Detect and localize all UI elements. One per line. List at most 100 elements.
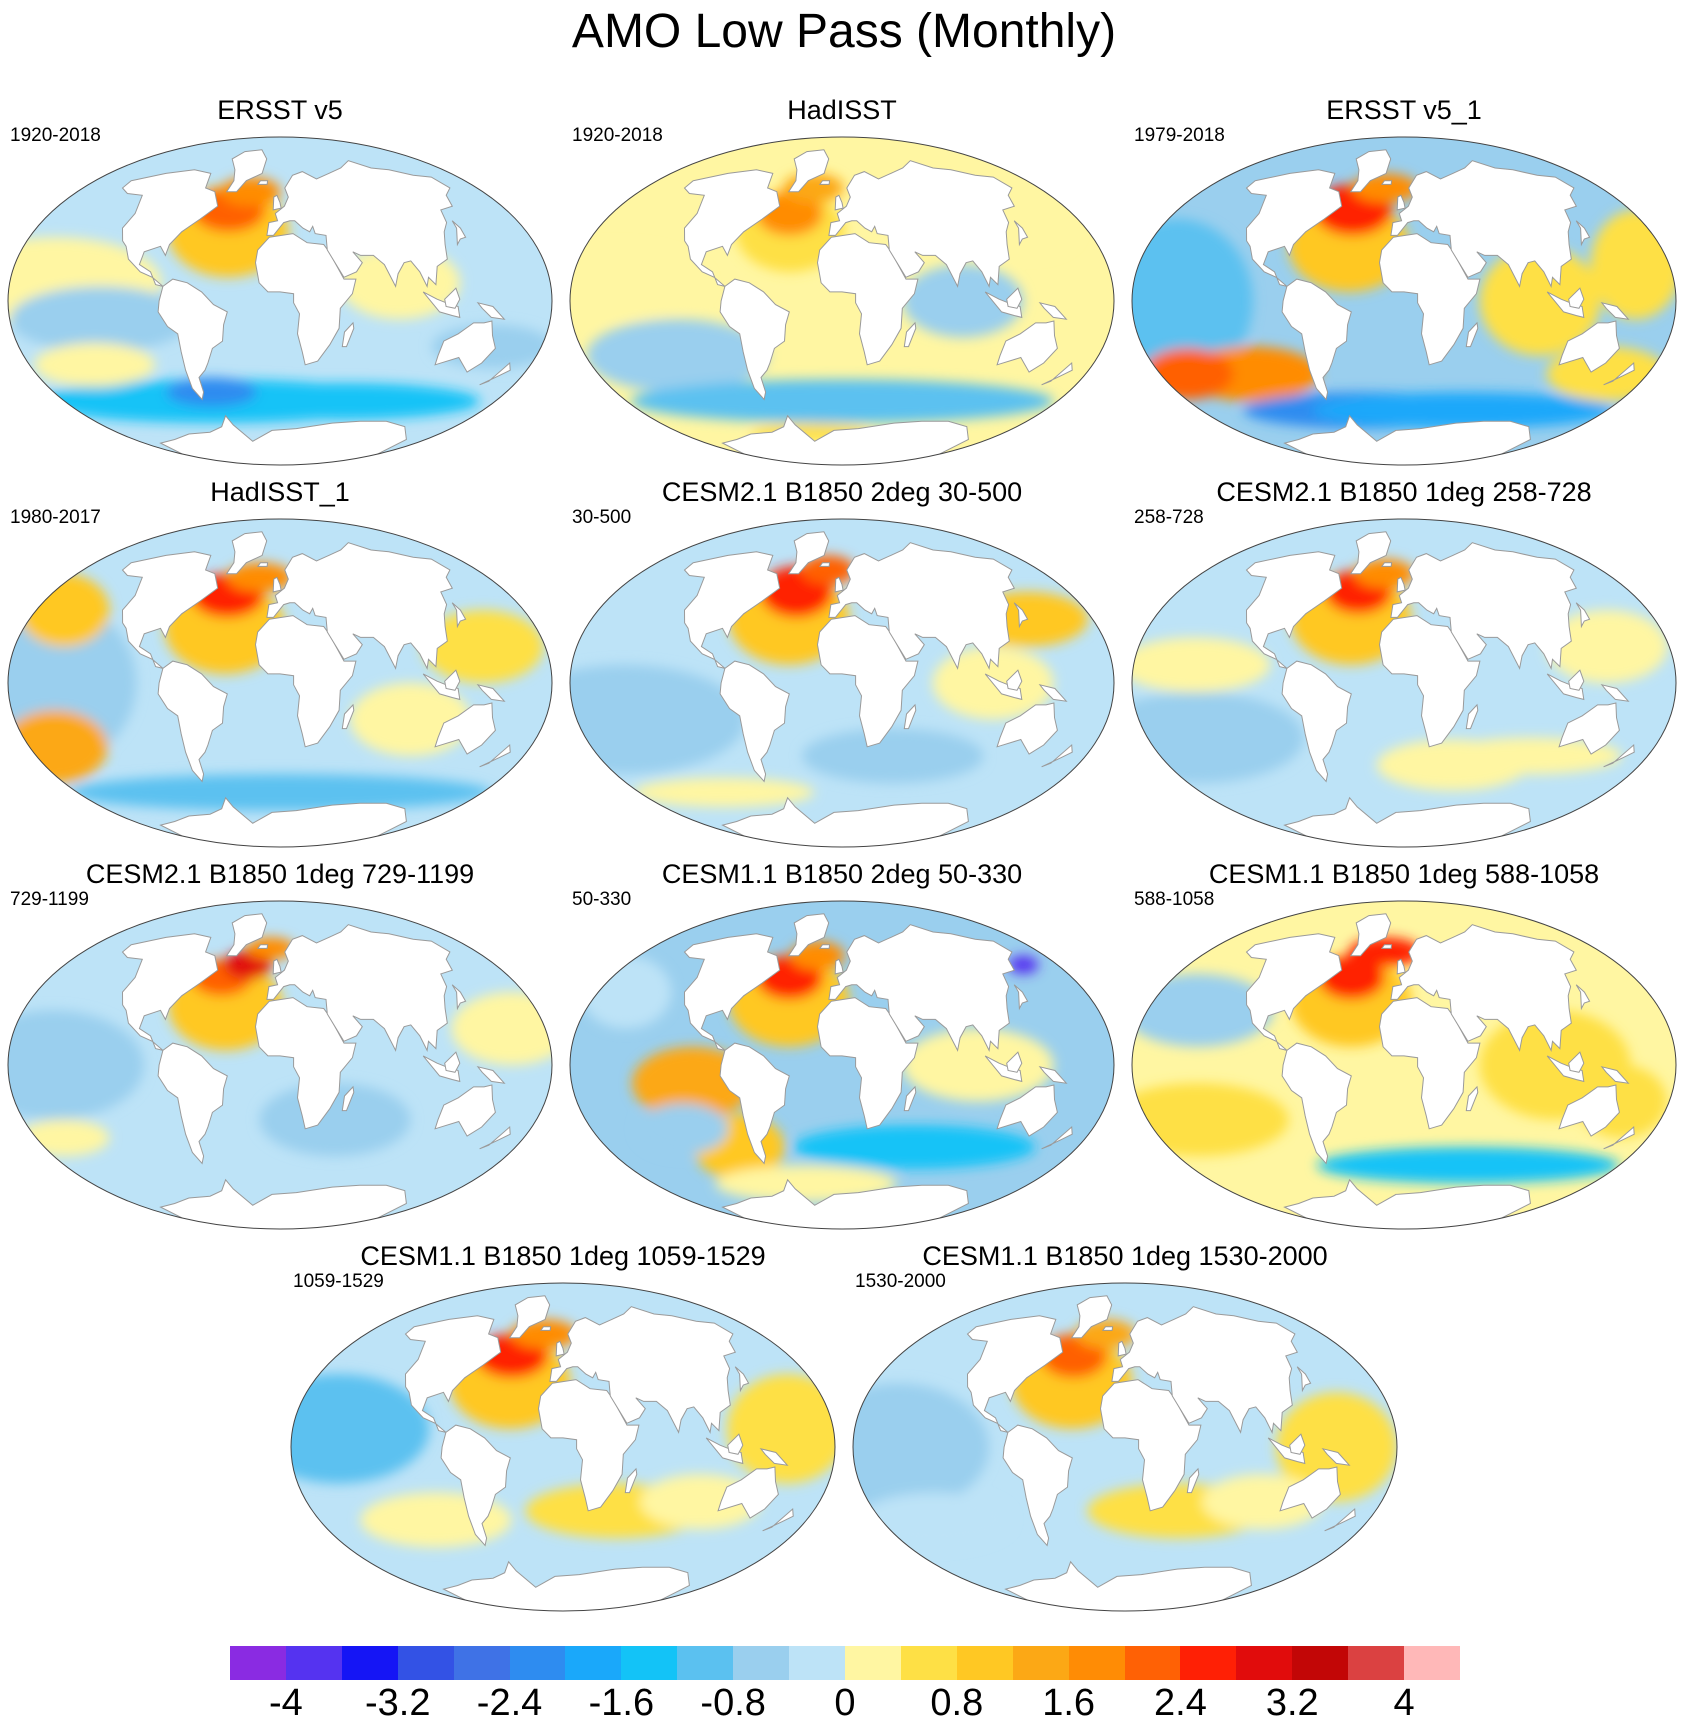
land-eurasia — [266, 542, 454, 671]
map-panel: CESM1.1 B1850 2deg 50-330 50-330 — [562, 859, 1122, 1239]
panel-title: CESM1.1 B1850 1deg 588-1058 — [1208, 859, 1600, 889]
land-australia — [996, 320, 1058, 373]
land-africa — [254, 615, 357, 748]
land-namerica — [966, 1315, 1064, 1433]
land-samerica — [719, 660, 790, 783]
land-australia — [996, 1084, 1058, 1137]
colorbar-swatch — [844, 1646, 901, 1680]
land-borneo — [1289, 1433, 1306, 1455]
land-australia — [434, 320, 496, 373]
land-madagascar — [903, 1085, 917, 1112]
anomaly-region — [1316, 1147, 1620, 1184]
land-iceland — [1380, 944, 1393, 949]
land-borneo — [1006, 287, 1023, 309]
land-newguinea — [476, 683, 506, 702]
land-iceland — [1380, 180, 1393, 185]
colorbar-swatch — [956, 1646, 1013, 1680]
map-panel: ERSST v5_1 1979-2018 — [1124, 95, 1684, 475]
land-madagascar — [1186, 1467, 1200, 1494]
colorbar-tick-label: 2.4 — [1154, 1682, 1207, 1724]
land-eurasia — [266, 924, 454, 1053]
colorbar-swatch — [677, 1646, 734, 1680]
anomaly-region — [18, 1119, 110, 1157]
land-namerica — [404, 1315, 502, 1433]
land-australia — [1558, 702, 1620, 755]
land-newguinea — [1600, 683, 1630, 702]
colorbar-tick-label: -2.4 — [476, 1682, 543, 1724]
land-borneo — [1006, 669, 1023, 691]
land-africa — [816, 615, 919, 748]
anomaly-region — [9, 286, 192, 353]
colorbar-tick-label: -4 — [269, 1682, 303, 1724]
anomaly-region — [1546, 610, 1668, 683]
land-australia — [1279, 1466, 1341, 1519]
colorbar-swatch — [341, 1646, 398, 1680]
land-newguinea — [1600, 301, 1630, 320]
anomaly-region — [632, 777, 815, 807]
land-borneo — [444, 669, 461, 691]
anomaly-region — [1008, 955, 1039, 974]
land-nz — [479, 1125, 511, 1150]
land-africa — [1378, 997, 1481, 1130]
land-uk — [272, 576, 282, 593]
land-madagascar — [624, 1467, 638, 1494]
colorbar-swatch — [1292, 1646, 1349, 1680]
panel-title: HadISST_1 — [210, 477, 350, 507]
land-eurasia — [1390, 160, 1578, 289]
land-uk — [1396, 194, 1406, 211]
anomaly-region — [8, 710, 108, 784]
anomaly-region — [802, 728, 984, 784]
land-borneo — [1568, 1051, 1585, 1073]
land-greenland — [787, 913, 830, 957]
land-namerica — [683, 933, 781, 1051]
colorbar-swatch — [1348, 1646, 1405, 1680]
land-nz — [1603, 1125, 1635, 1150]
land-japan — [1013, 602, 1029, 629]
land-antarctica — [721, 796, 969, 847]
land-uk — [272, 958, 282, 975]
panel-title: CESM2.1 B1850 1deg 258-728 — [1216, 477, 1592, 507]
colorbar-swatch — [1012, 1646, 1069, 1680]
panel-title: CESM1.1 B1850 1deg 1059-1529 — [360, 1241, 766, 1271]
land-uk — [834, 194, 844, 211]
colorbar-swatch — [1124, 1646, 1181, 1680]
land-uk — [272, 194, 282, 211]
anomaly-region — [580, 955, 672, 1029]
land-antarctica — [721, 1178, 969, 1229]
land-africa — [537, 1379, 640, 1512]
land-indonesia — [422, 291, 461, 319]
colorbar-swatch — [565, 1646, 622, 1680]
anomaly-region — [858, 1492, 1011, 1548]
world-map — [1131, 518, 1677, 848]
land-namerica — [121, 169, 219, 287]
colorbar-swatch — [285, 1646, 342, 1680]
land-africa — [1378, 615, 1481, 748]
land-indonesia — [422, 1055, 461, 1083]
panel-title: ERSST v5_1 — [1326, 95, 1482, 125]
map-panel: HadISST_1 1980-2017 — [0, 477, 560, 857]
land-iceland — [256, 180, 269, 185]
land-eurasia — [1111, 1306, 1299, 1435]
land-australia — [434, 1084, 496, 1137]
land-newguinea — [1600, 1065, 1630, 1084]
land-uk — [834, 576, 844, 593]
anomaly-region — [68, 774, 492, 811]
map-panel: CESM1.1 B1850 1deg 588-1058 588-1058 — [1124, 859, 1684, 1239]
land-eurasia — [1390, 542, 1578, 671]
land-namerica — [1245, 551, 1343, 669]
panel-years: 50-330 — [572, 889, 632, 910]
colorbar-swatch — [509, 1646, 566, 1680]
land-greenland — [1349, 149, 1392, 193]
world-map — [1131, 900, 1677, 1230]
land-japan — [1296, 1366, 1312, 1393]
land-africa — [816, 233, 919, 366]
land-japan — [1575, 220, 1591, 247]
land-nz — [1041, 743, 1073, 768]
world-map — [7, 136, 553, 466]
map-panel: CESM2.1 B1850 2deg 30-500 30-500 — [562, 477, 1122, 857]
land-japan — [451, 984, 467, 1011]
world-map — [852, 1282, 1398, 1612]
land-africa — [254, 233, 357, 366]
land-greenland — [225, 913, 268, 957]
anomaly-region — [1142, 348, 1234, 400]
